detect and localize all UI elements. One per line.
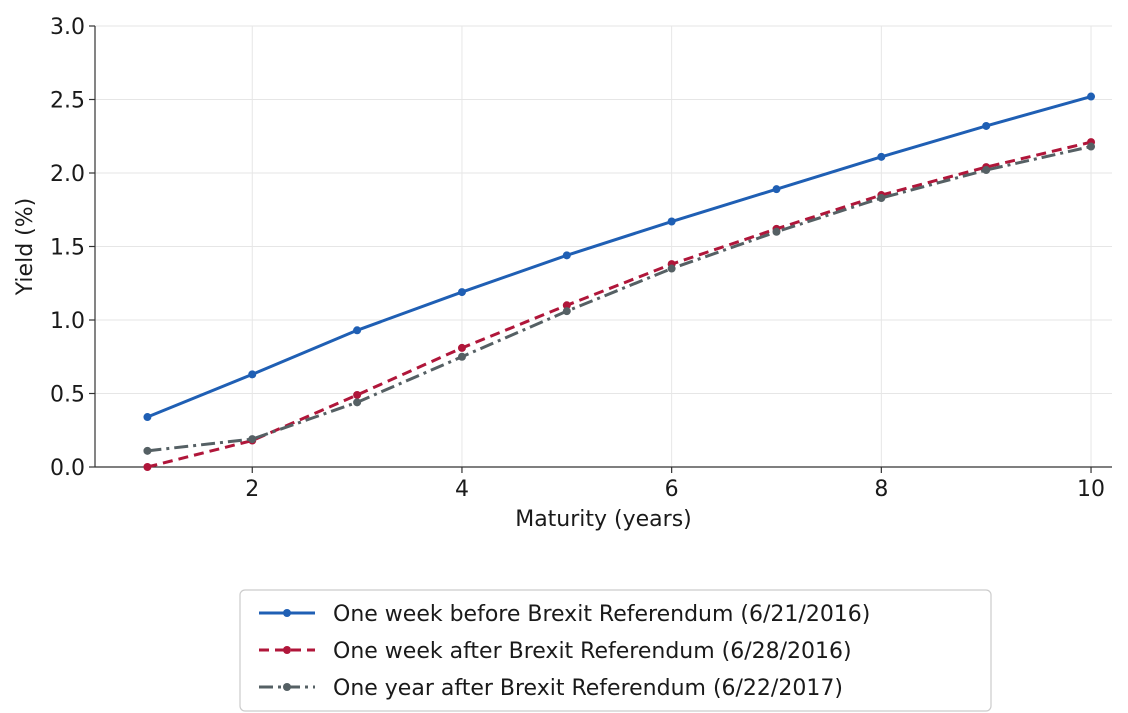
series-1-point [1087, 92, 1096, 101]
x-tick-label: 6 [665, 477, 679, 502]
grid [95, 25, 1112, 468]
legend: One week before Brexit Referendum (6/21/… [239, 589, 992, 712]
x-tick-label: 2 [245, 477, 259, 502]
y-ticks: 0.0 0.5 1.0 1.5 2.0 2.5 3.0 [50, 15, 95, 481]
series-1-point [982, 121, 991, 130]
series-2-point [457, 343, 466, 352]
y-tick-label: 0.0 [50, 456, 85, 481]
series-line-1 [146, 95, 1092, 419]
x-axis-label: Maturity (years) [515, 507, 692, 532]
y-tick-label: 1.5 [50, 236, 85, 261]
legend-marker-1 [283, 609, 291, 617]
series-3-point [982, 166, 991, 175]
series-1-point [457, 288, 466, 297]
y-tick-label: 2.5 [50, 89, 85, 114]
series-2-point [143, 463, 152, 471]
series-1-point [772, 185, 781, 194]
legend-marker-2 [283, 646, 291, 654]
series-1-point [562, 251, 571, 260]
y-tick-label: 0.5 [50, 383, 85, 408]
x-ticks: 2 4 6 8 10 [245, 467, 1105, 502]
x-tick-label: 4 [455, 477, 469, 502]
series-3-point [772, 227, 781, 236]
series-line-3 [147, 145, 1092, 453]
legend-marker-3 [283, 683, 291, 691]
series-3-point [1087, 142, 1096, 151]
legend-label-1: One week before Brexit Referendum (6/21/… [333, 602, 870, 627]
series-3-point [877, 193, 886, 202]
x-tick-label: 10 [1077, 477, 1105, 502]
series-1-point [353, 326, 362, 335]
series-line-2 [147, 140, 1092, 469]
legend-frame [239, 589, 992, 712]
y-axis-label: Yield (%) [13, 198, 38, 296]
series-group [143, 92, 1096, 471]
series-2-point [353, 390, 362, 399]
series-1-point [248, 370, 257, 379]
legend-label-2: One week after Brexit Referendum (6/28/2… [333, 639, 852, 664]
series-1-point [877, 152, 886, 161]
series-3-point [562, 307, 571, 316]
series-3-point [143, 446, 152, 455]
y-tick-label: 1.0 [50, 309, 85, 334]
series-2-point [562, 301, 571, 310]
y-tick-label: 3.0 [50, 15, 85, 40]
series-3-point [667, 264, 676, 273]
series-3-point [353, 398, 362, 407]
series-1-point [143, 413, 152, 422]
x-tick-label: 8 [874, 477, 888, 502]
y-tick-label: 2.0 [50, 162, 85, 187]
series-1-point [667, 217, 676, 226]
legend-label-3: One year after Brexit Referendum (6/22/2… [333, 676, 843, 701]
series-3-point [248, 435, 257, 444]
series-3-point [457, 352, 466, 361]
